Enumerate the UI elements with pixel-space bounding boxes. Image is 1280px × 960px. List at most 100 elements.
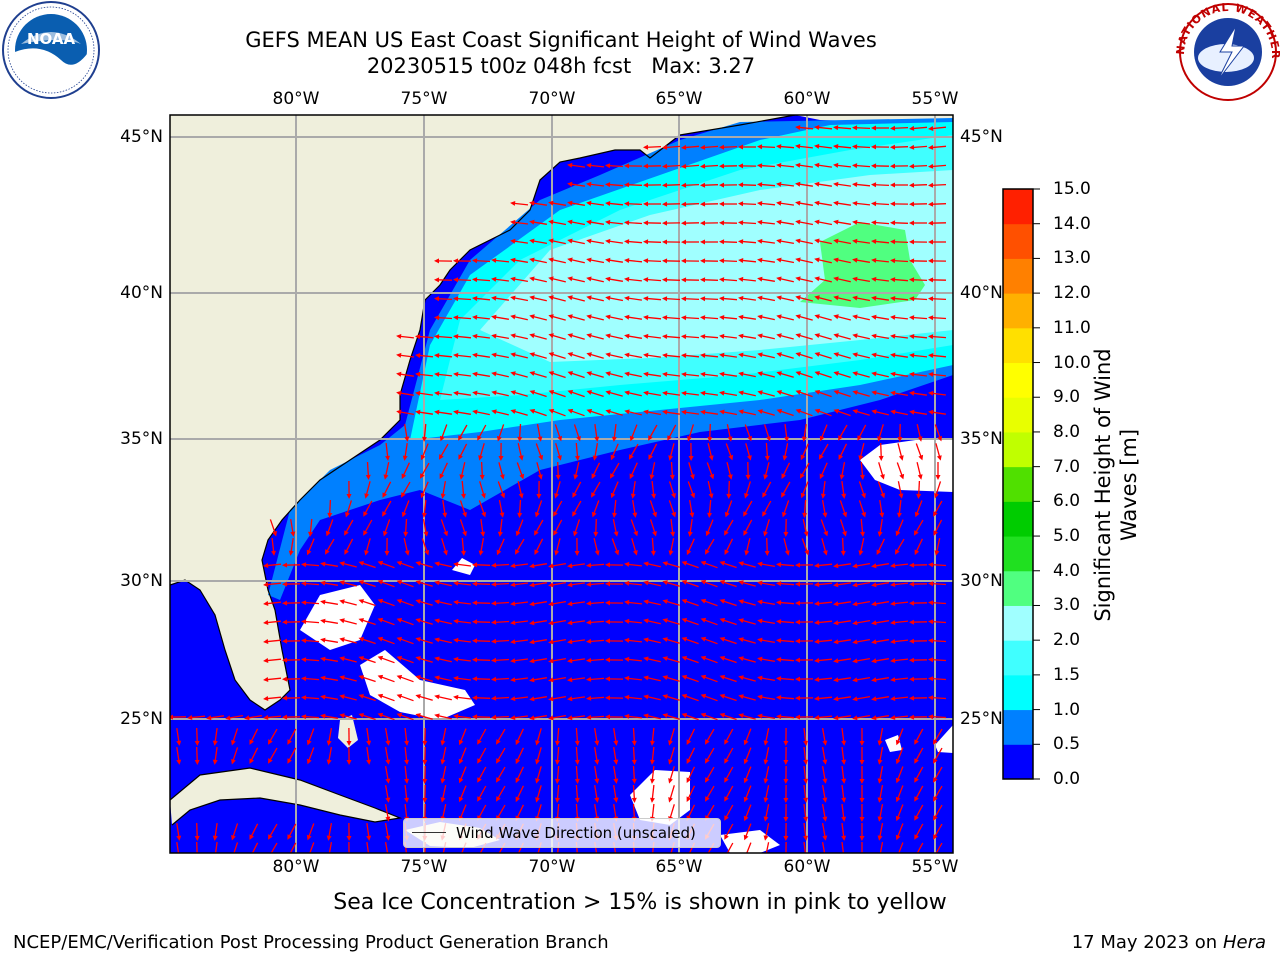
wind-wave-arrow [288, 538, 294, 556]
wind-wave-arrow [783, 784, 789, 803]
wind-wave-arrow [700, 636, 718, 645]
wind-wave-arrow [933, 804, 943, 821]
wind-wave-arrow [624, 220, 643, 226]
wind-wave-arrow [928, 372, 947, 377]
wind-wave-arrow [662, 239, 681, 245]
wind-wave-arrow [852, 695, 871, 702]
colorbar-segment [1003, 189, 1033, 225]
wind-wave-arrow [491, 619, 510, 625]
wind-wave-arrow [681, 409, 699, 415]
wind-wave-arrow [605, 676, 624, 682]
wind-wave-arrow [776, 657, 795, 663]
legend-label: Wind Wave Direction (unscaled) [456, 824, 696, 842]
wind-wave-arrow [574, 746, 580, 765]
wind-wave-arrow [287, 728, 297, 745]
wind-wave-arrow [529, 582, 548, 588]
wind-wave-arrow [707, 423, 713, 442]
map-legend: Wind Wave Direction (unscaled) [403, 818, 721, 848]
wind-wave-arrow [928, 353, 947, 358]
wind-wave-arrow [567, 620, 585, 626]
wind-wave-arrow [745, 443, 752, 461]
wind-wave-arrow [548, 619, 567, 626]
wind-wave-arrow [605, 333, 623, 340]
wind-wave-arrow [306, 728, 315, 746]
wind-wave-arrow [477, 766, 487, 783]
wind-wave-arrow [933, 747, 943, 764]
wind-wave-arrow [263, 639, 282, 644]
wind-wave-arrow [681, 713, 699, 721]
wind-wave-arrow [366, 747, 372, 765]
wind-wave-arrow [472, 277, 491, 283]
wind-wave-arrow [852, 581, 871, 588]
wind-wave-arrow [510, 715, 528, 721]
wind-wave-arrow [624, 675, 642, 681]
wind-wave-arrow [593, 538, 600, 556]
wind-wave-arrow [686, 538, 695, 556]
wind-wave-arrow [895, 766, 904, 784]
wind-wave-arrow [763, 747, 770, 765]
wind-wave-arrow [592, 442, 599, 461]
wind-wave-arrow [535, 728, 542, 746]
wind-wave-arrow [662, 409, 680, 415]
wind-wave-arrow [268, 728, 278, 745]
wind-wave-arrow [434, 372, 453, 377]
colorbar-label-line1: Significant Height of Wind [1091, 348, 1115, 622]
wind-wave-arrow [839, 461, 846, 480]
wind-wave-arrow [776, 371, 794, 378]
wind-wave-arrow [757, 219, 775, 225]
lat-label-left: 45°N [120, 127, 163, 147]
wind-wave-arrow [231, 823, 239, 841]
wind-wave-arrow [871, 371, 889, 378]
wind-wave-arrow [795, 276, 813, 283]
wind-wave-arrow [643, 618, 661, 625]
wind-wave-arrow [401, 481, 411, 498]
wind-wave-arrow [795, 200, 814, 206]
wind-wave-arrow [909, 277, 928, 283]
wind-wave-arrow [814, 200, 833, 206]
wind-wave-arrow [384, 822, 391, 841]
wind-wave-arrow [309, 842, 315, 853]
wind-wave-arrow [529, 276, 547, 283]
wind-wave-arrow [591, 500, 600, 518]
wind-wave-arrow [795, 333, 813, 340]
wind-wave-arrow [700, 220, 719, 226]
wind-wave-arrow [795, 295, 813, 302]
colorbar-segment [1003, 223, 1033, 259]
wind-wave-arrow [890, 125, 909, 131]
wind-wave-arrow [567, 390, 585, 398]
wind-wave-arrow [662, 618, 680, 625]
wind-wave-arrow [377, 560, 395, 569]
wind-wave-arrow [928, 657, 947, 663]
wind-wave-arrow [453, 656, 471, 662]
lon-label-bottom: 80°W [272, 857, 320, 877]
wind-wave-arrow [320, 656, 339, 662]
wind-wave-arrow [624, 371, 642, 378]
lat-label-right: 45°N [960, 127, 1003, 147]
wind-wave-arrow [795, 181, 813, 187]
wind-wave-arrow [491, 676, 510, 682]
wind-wave-arrow [517, 443, 524, 461]
wind-wave-arrow [554, 538, 561, 556]
wind-wave-arrow [263, 677, 282, 682]
wind-wave-arrow [440, 480, 447, 499]
wind-wave-arrow [440, 728, 447, 746]
wind-wave-arrow [895, 519, 904, 537]
wind-wave-arrow [344, 538, 354, 555]
wind-wave-arrow [358, 637, 376, 645]
wind-wave-arrow [421, 500, 427, 518]
wind-wave-arrow [890, 201, 909, 207]
wind-wave-arrow [491, 371, 509, 378]
wind-wave-arrow [366, 823, 372, 841]
wind-wave-arrow [724, 766, 734, 783]
wind-wave-arrow [782, 443, 789, 461]
wind-wave-arrow [458, 766, 467, 784]
wind-wave-arrow [928, 277, 947, 283]
wind-wave-arrow [746, 842, 752, 853]
wind-wave-arrow [757, 618, 776, 625]
wind-wave-arrow [605, 409, 623, 416]
wind-wave-arrow [757, 675, 776, 682]
wind-wave-arrow [612, 519, 619, 537]
wind-wave-arrow [744, 538, 751, 556]
wind-wave-arrow [434, 694, 452, 701]
wind-wave-arrow [586, 714, 605, 720]
